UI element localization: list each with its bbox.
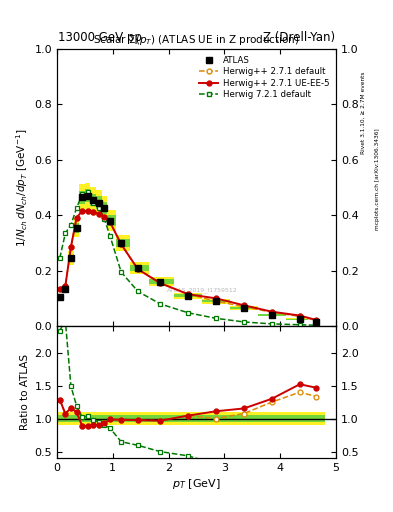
Text: Rivet 3.1.10, ≥ 2.7M events: Rivet 3.1.10, ≥ 2.7M events	[361, 71, 366, 154]
Title: Scalar $\Sigma(p_T)$ (ATLAS UE in Z production): Scalar $\Sigma(p_T)$ (ATLAS UE in Z prod…	[93, 33, 300, 47]
Text: 13000 GeV pp: 13000 GeV pp	[58, 31, 142, 44]
Legend: ATLAS, Herwig++ 2.7.1 default, Herwig++ 2.7.1 UE-EE-5, Herwig 7.2.1 default: ATLAS, Herwig++ 2.7.1 default, Herwig++ …	[196, 53, 332, 102]
X-axis label: $p_T$ [GeV]: $p_T$ [GeV]	[172, 477, 221, 492]
Text: mcplots.cern.ch [arXiv:1306.3436]: mcplots.cern.ch [arXiv:1306.3436]	[375, 129, 380, 230]
Text: Z (Drell-Yan): Z (Drell-Yan)	[263, 31, 335, 44]
Text: ATLAS_2019_I1759512: ATLAS_2019_I1759512	[167, 287, 237, 293]
Y-axis label: $1/N_{ch}\,dN_{ch}/dp_T$ [GeV$^{-1}$]: $1/N_{ch}\,dN_{ch}/dp_T$ [GeV$^{-1}$]	[15, 128, 30, 246]
Y-axis label: Ratio to ATLAS: Ratio to ATLAS	[20, 354, 30, 430]
